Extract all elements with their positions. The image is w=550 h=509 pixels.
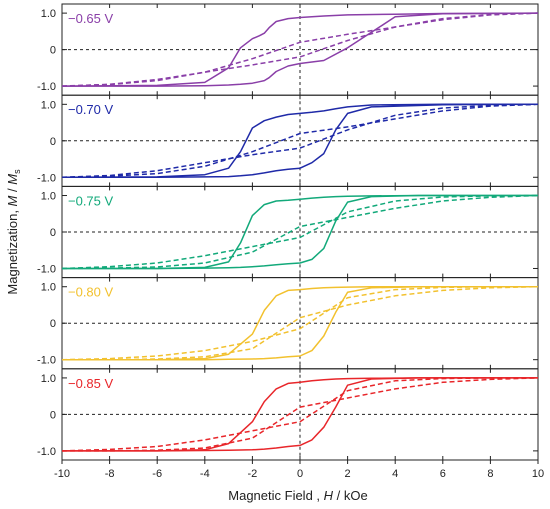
y-tick-label: -1.0	[37, 172, 56, 184]
panel-5: -1.0 0 1.0 −0.85 V	[37, 368, 539, 461]
x-axis-title: Magnetic Field , H / kOe	[228, 488, 367, 503]
y-tick-label: 0	[50, 227, 56, 239]
y-tick-label: 1.0	[41, 282, 56, 294]
y-tick-label: -1.0	[37, 81, 56, 93]
x-tick-label: -8	[105, 468, 115, 480]
x-axis-title-var: H	[324, 488, 334, 503]
y-tick-label: 1.0	[41, 99, 56, 111]
y-tick-label: 1.0	[41, 373, 56, 385]
panel-2: -1.0 0 1.0 −0.70 V	[37, 94, 539, 187]
panel-voltage-label: −0.85 V	[68, 376, 114, 391]
dashed-loop-descending	[61, 103, 539, 179]
panel-voltage-label: −0.65 V	[68, 11, 114, 26]
y-axis-title-var2: M	[5, 174, 20, 185]
panel-voltage-label: −0.70 V	[68, 102, 114, 117]
x-tick-label: -2	[248, 468, 258, 480]
solid-loop-ascending	[62, 103, 539, 179]
x-tick-label: -6	[152, 468, 162, 480]
solid-loop-descending	[62, 285, 538, 361]
y-axis-title-sep: /	[5, 185, 20, 196]
solid-loop-descending	[61, 12, 539, 87]
solid-loop-descending	[62, 194, 538, 270]
x-tick-label: 10	[532, 468, 544, 480]
x-tick-label: 6	[440, 468, 446, 480]
x-tick-label: -10	[54, 468, 70, 480]
x-tick-label: 8	[487, 468, 493, 480]
y-tick-label: -1.0	[37, 446, 56, 458]
dashed-loop-descending	[61, 12, 539, 87]
y-tick-label: 0	[50, 409, 56, 421]
y-tick-label: -1.0	[37, 263, 56, 275]
x-axis-title-suffix: / kOe	[333, 488, 368, 503]
panel-1: -1.0 0 1.0 −0.65 V	[37, 3, 539, 96]
y-axis-title-var1: M	[5, 195, 20, 206]
y-tick-label: 1.0	[41, 8, 56, 20]
panel-3: -1.0 0 1.0 −0.75 V	[37, 185, 539, 279]
dashed-loop-descending	[62, 285, 539, 361]
panels: -1.0 0 1.0 −0.65 V -1.0 0 1.0 −0.70 V -1.0 0 1.0 −0…	[37, 3, 539, 461]
dashed-loop-ascending	[61, 12, 539, 87]
x-tick-label: -4	[200, 468, 210, 480]
solid-loop-ascending	[62, 194, 538, 270]
panel-voltage-label: −0.80 V	[68, 285, 114, 300]
x-axis: -10 -8 -6 -4 -2 0 2 4 6 8 10	[54, 460, 544, 480]
x-tick-label: 2	[345, 468, 351, 480]
solid-loop-ascending	[62, 377, 538, 452]
y-axis-title-sub: s	[12, 169, 22, 174]
x-tick-label: 0	[297, 468, 303, 480]
y-tick-label: 1.0	[41, 191, 56, 203]
solid-loop-descending	[62, 377, 538, 452]
dashed-loop-ascending	[61, 103, 539, 179]
solid-loop-ascending	[62, 285, 538, 361]
x-tick-label: 4	[392, 468, 398, 480]
solid-loop-descending	[61, 103, 538, 179]
panel-voltage-label: −0.75 V	[68, 193, 114, 208]
solid-loop-ascending	[62, 12, 539, 87]
x-axis-title-prefix: Magnetic Field ,	[228, 488, 323, 503]
y-tick-label: 0	[50, 318, 56, 330]
panel-4: -1.0 0 1.0 −0.80 V	[37, 277, 539, 370]
y-axis-title: Magnetization, M / Ms	[5, 169, 22, 295]
dashed-loop-ascending	[61, 194, 539, 270]
y-axis-title-prefix: Magnetization,	[5, 206, 20, 294]
y-tick-label: 0	[50, 136, 56, 148]
dashed-loop-descending	[62, 377, 539, 452]
y-tick-label: -1.0	[37, 355, 56, 367]
y-tick-label: 0	[50, 45, 56, 57]
